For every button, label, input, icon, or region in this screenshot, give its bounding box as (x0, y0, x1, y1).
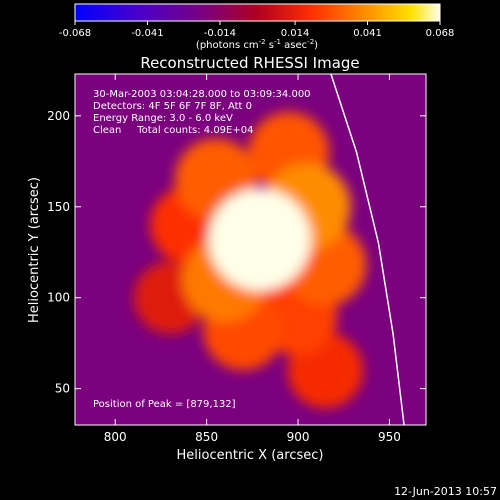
heatmap-sources (133, 111, 367, 409)
colorbar (74, 3, 441, 22)
x-axis-ticks: 800 850 900 950 (104, 74, 401, 444)
plot-frame (74, 73, 427, 426)
annotation-line-4: Clean Total counts: 4.09E+04 (93, 125, 253, 136)
colorbar-units-d: ) (314, 40, 318, 51)
colorbar-tick-label-0: -0.068 (59, 28, 91, 39)
footer-timestamp: 12-Jun-2013 10:57 (394, 485, 497, 498)
x-tick-label-850: 850 (195, 430, 218, 444)
y-tick-label-200: 200 (47, 109, 70, 123)
colorbar-tick-label-1: -0.041 (131, 28, 163, 39)
annotation-line-3: Energy Range: 3.0 - 6.0 keV (93, 113, 233, 124)
colorbar-units-b: s (266, 40, 274, 51)
chart-title: Reconstructed RHESSI Image (140, 54, 359, 72)
colorbar-units-e2: -1 (274, 38, 281, 46)
colorbar-units-e3: -2 (307, 38, 314, 46)
y-tick-label-150: 150 (47, 200, 70, 214)
colorbar-units-c: asec (281, 40, 307, 51)
y-axis-label: Heliocentric Y (arcsec) (27, 177, 42, 323)
colorbar-tick-label-5: 0.068 (426, 28, 455, 39)
peak-position-label: Position of Peak = [879,132] (93, 399, 236, 410)
colorbar-units: (photons cm-2 s-1 asec-2) (196, 38, 318, 51)
heatmap-source-10 (208, 188, 311, 291)
x-tick-label-950: 950 (378, 430, 401, 444)
annotation-line-2: Detectors: 4F 5F 6F 7F 8F, Att 0 (93, 101, 252, 112)
colorbar-ticks: -0.068 -0.041 -0.014 0.014 0.041 0.068 (59, 21, 454, 39)
x-axis-label: Heliocentric X (arcsec) (177, 448, 324, 463)
colorbar-tick-label-2: -0.014 (204, 28, 236, 39)
colorbar-tick-label-3: 0.014 (281, 28, 310, 39)
colorbar-units-a: (photons cm (196, 40, 259, 51)
colorbar-units-e1: -2 (259, 38, 266, 46)
annotation-line-1: 30-Mar-2003 03:04:28.000 to 03:09:34.000 (93, 89, 311, 100)
y-tick-label-50: 50 (55, 382, 70, 396)
x-tick-label-900: 900 (287, 430, 310, 444)
colorbar-tick-label-4: 0.041 (353, 28, 382, 39)
x-tick-label-800: 800 (104, 430, 127, 444)
heatmap-image (75, 74, 426, 425)
y-axis-ticks: 50 100 150 200 (47, 109, 426, 396)
solar-limb (330, 74, 405, 425)
y-tick-label-100: 100 (47, 291, 70, 305)
